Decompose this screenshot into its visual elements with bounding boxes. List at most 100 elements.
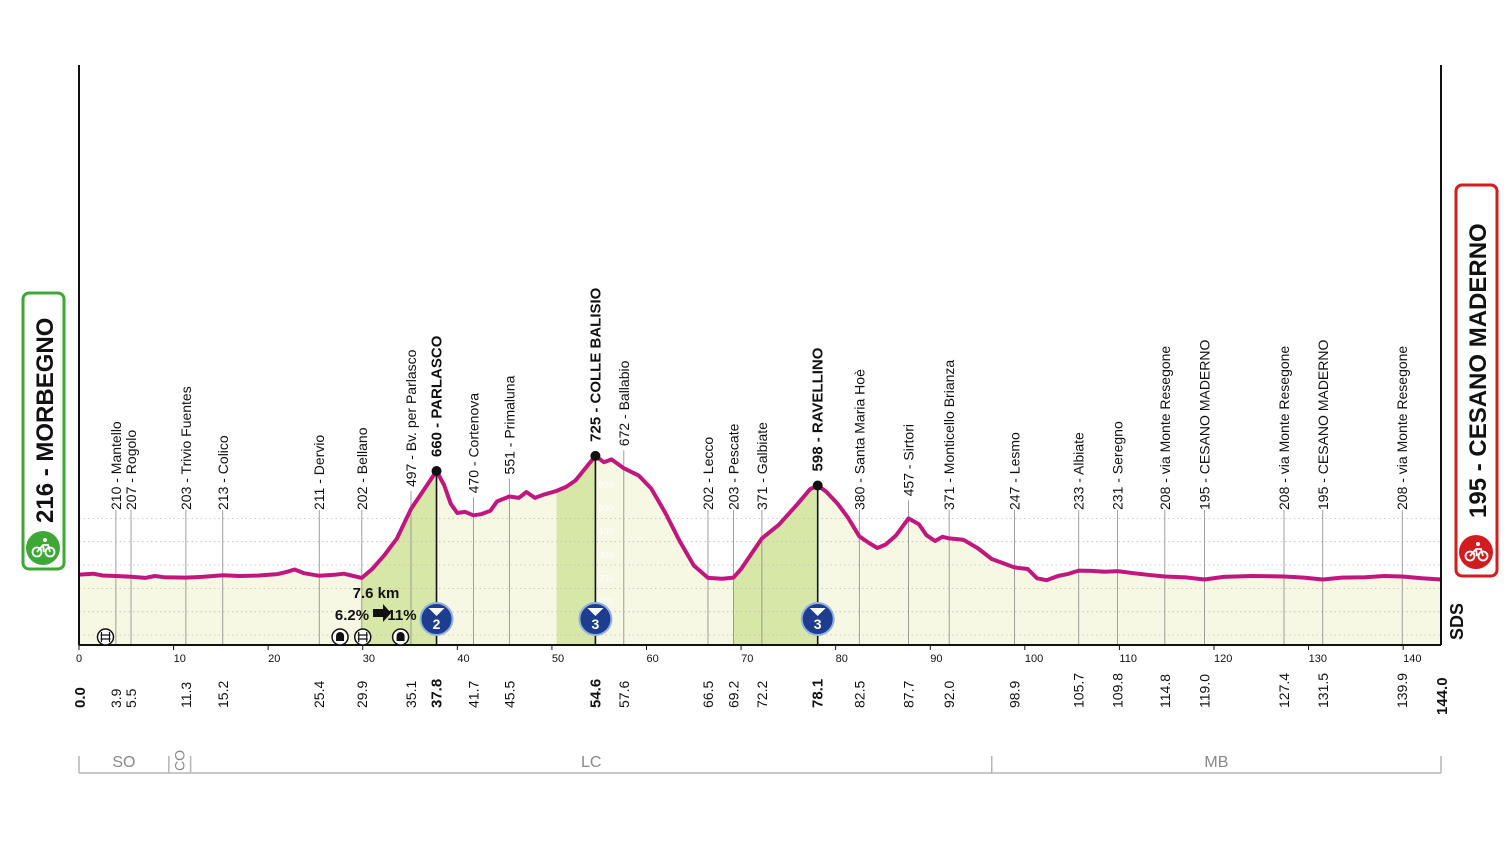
tunnel-shape <box>336 632 345 641</box>
province-label: LC <box>581 754 601 771</box>
kom-category: 3 <box>814 616 822 632</box>
km-label: 57.6 <box>616 681 632 708</box>
km-label: 131.5 <box>1315 673 1331 708</box>
km-label: 35.1 <box>403 681 419 708</box>
kom-category: 2 <box>433 616 441 632</box>
waypoint-label: 195 - CESANO MADERNO <box>1197 340 1213 510</box>
km-label: 114.8 <box>1157 674 1173 708</box>
start-label: 216 - MORBEGNO <box>32 318 59 523</box>
x-tick-label: 10 <box>174 653 186 665</box>
waypoint-label: 371 - Monticello Brianza <box>941 360 957 510</box>
summit-dot <box>812 480 823 491</box>
sds-logo: SDS <box>1447 603 1467 640</box>
climb-avg-gradient: 6.2% <box>335 607 369 624</box>
waypoint-label: 207 - Rogolo <box>123 430 139 510</box>
rail-crossing-icon <box>96 628 115 646</box>
km-label: 98.9 <box>1006 681 1022 708</box>
waypoint-label: 672 - Ballabio <box>616 360 632 446</box>
km-label: 82.5 <box>851 681 867 708</box>
x-tick-label: 100 <box>1025 653 1043 665</box>
climb-area <box>733 485 818 645</box>
x-tick-label: 110 <box>1119 653 1137 665</box>
km-label: 45.5 <box>501 681 517 708</box>
km-label: 37.8 <box>429 679 446 708</box>
km-label: 69.2 <box>726 681 742 708</box>
summit-dot <box>590 450 601 461</box>
km-label: 78.1 <box>810 679 827 708</box>
waypoint-label: 208 - via Monte Resegone <box>1394 346 1410 510</box>
waypoint-label: 660 - PARLASCO <box>429 335 446 457</box>
x-tick-label: 50 <box>552 653 564 665</box>
waypoint-label: 208 - via Monte Resegone <box>1276 346 1292 510</box>
climb-max-gradient: 11% <box>387 607 416 624</box>
km-label: 3.9 <box>108 688 124 708</box>
waypoint-label: 247 - Lesmo <box>1006 432 1022 510</box>
km-label: 72.2 <box>754 681 770 708</box>
km-start-label: 0.0 <box>72 687 89 708</box>
profile-line <box>78 453 1442 583</box>
waypoint-label: 551 - Primaluna <box>501 375 517 474</box>
km-label: 105.7 <box>1071 673 1087 708</box>
waypoint-label: 725 - COLLE BALISIO <box>587 287 604 442</box>
y-tick-label: 200 <box>598 573 613 583</box>
km-label: 127.4 <box>1276 673 1292 708</box>
y-tick-label: 100 <box>598 597 613 607</box>
rail-crossing-icon <box>354 628 372 646</box>
km-label: 139.9 <box>1394 673 1410 708</box>
km-label: 54.6 <box>587 679 604 708</box>
waypoint-label: 203 - Pescate <box>726 423 742 510</box>
mountain-icon <box>809 608 826 616</box>
province-label: CO <box>172 750 188 771</box>
x-tick-label: 0 <box>76 653 82 665</box>
waypoint-label: 210 - Mantello <box>108 421 124 510</box>
climb-area <box>361 471 437 645</box>
finish-badge: 195 - CESANO MADERNO <box>1454 183 1499 578</box>
x-tick-label: 30 <box>363 653 375 665</box>
waypoint-label: 598 - RAVELLINO <box>810 347 827 471</box>
x-tick-label: 140 <box>1403 653 1421 665</box>
km-label: 29.9 <box>354 681 370 708</box>
waypoint-label: 380 - Santa Maria Hoè <box>851 369 867 510</box>
waypoint-label: 233 - Albiate <box>1071 432 1087 510</box>
waypoint-label: 195 - CESANO MADERNO <box>1315 340 1331 510</box>
kom-category: 3 <box>592 616 600 632</box>
waypoint-label: 202 - Bellano <box>354 427 370 510</box>
province-label: SO <box>112 754 135 771</box>
kom-badge <box>578 602 613 636</box>
waypoint-label: 213 - Colico <box>215 435 231 510</box>
tunnel-shape <box>396 632 405 641</box>
climb-stats: 7.6 km 6.2% 11% <box>335 585 417 624</box>
km-end-label: 144.0 <box>1434 677 1451 715</box>
waypoint-label: 457 - Sirtori <box>900 424 916 496</box>
waypoint-label: 497 - Bv. per Parlasco <box>403 349 419 487</box>
km-label: 25.4 <box>311 681 327 708</box>
x-tick-label: 120 <box>1214 653 1232 665</box>
x-tick-label: 70 <box>741 653 753 665</box>
rail-shape <box>357 632 368 642</box>
waypoint-label: 202 - Lecco <box>700 437 716 510</box>
kom-badge <box>419 602 454 636</box>
x-tick-label: 40 <box>457 653 469 665</box>
km-label: 5.5 <box>123 688 139 708</box>
climb-area <box>556 455 596 645</box>
x-tick-label: 90 <box>930 653 942 665</box>
finish-label: 195 - CESANO MADERNO <box>1465 223 1492 518</box>
summit-dot <box>431 466 442 477</box>
province-label: MB <box>1204 754 1228 771</box>
mountain-icon <box>587 608 604 616</box>
km-label: 109.8 <box>1110 673 1126 708</box>
km-label: 92.0 <box>941 681 957 708</box>
km-label: 66.5 <box>700 681 716 708</box>
km-label: 11.3 <box>178 682 194 708</box>
mountain-icon <box>428 608 445 616</box>
y-tick-label: 400 <box>598 527 613 537</box>
rail-shape <box>100 632 111 642</box>
x-tick-label: 80 <box>836 653 848 665</box>
waypoint-label: 208 - via Monte Resegone <box>1157 346 1173 510</box>
x-tick-label: 60 <box>647 653 659 665</box>
km-label: 87.7 <box>900 681 916 708</box>
climb-length: 7.6 km <box>353 585 400 602</box>
y-tick-label: 500 <box>598 503 613 513</box>
start-badge: 216 - MORBEGNO <box>21 291 66 571</box>
